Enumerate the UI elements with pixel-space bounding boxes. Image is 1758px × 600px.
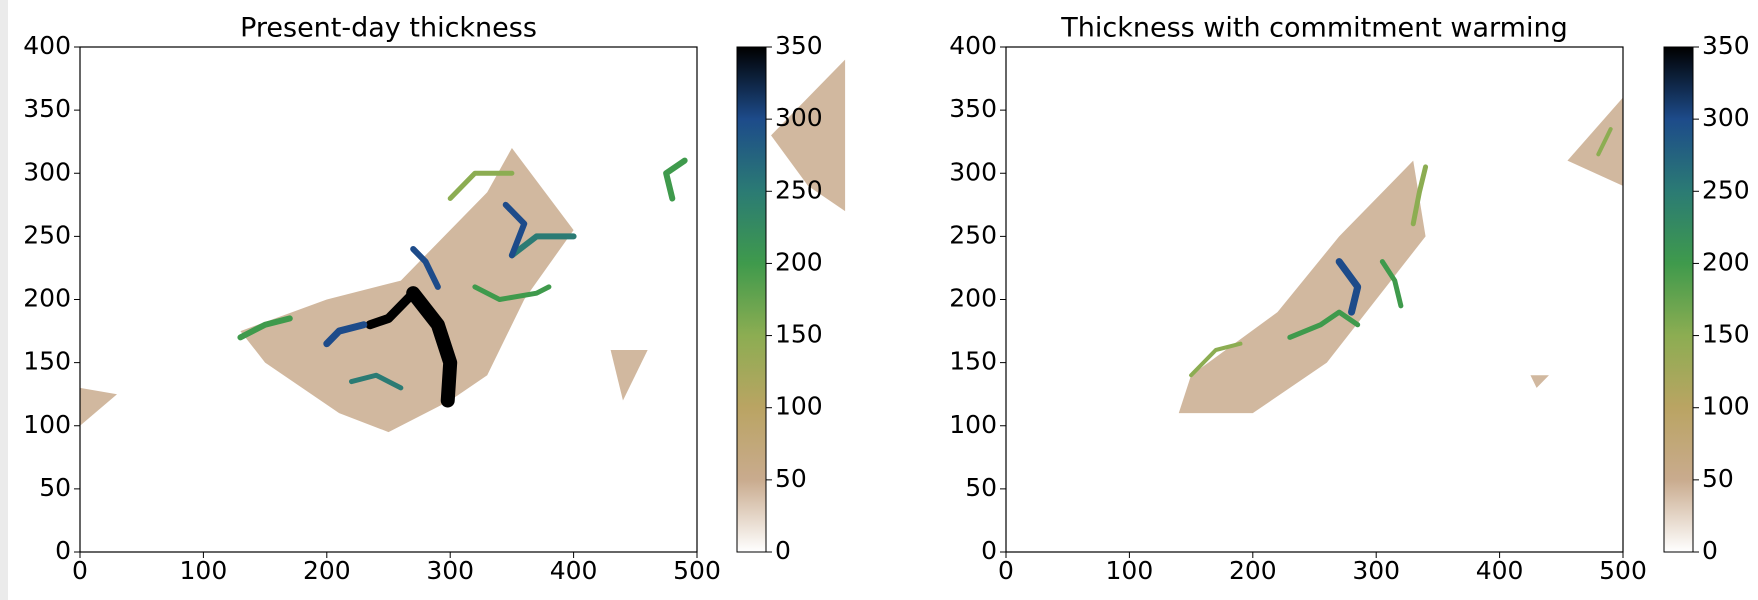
y-tick-label: 400: [949, 31, 997, 60]
x-tick-label: 400: [550, 556, 598, 585]
x-tick-label: 300: [426, 556, 474, 585]
glacier-trunk: [472, 284, 552, 302]
colorbar-tick-label: 200: [1702, 247, 1750, 276]
x-tick-label: 100: [1106, 556, 1154, 585]
x-tick-label: 0: [998, 556, 1014, 585]
x-tick-label: 400: [1476, 556, 1524, 585]
colorbar-tick-label: 150: [1702, 320, 1750, 349]
x-tick-label: 200: [1229, 556, 1277, 585]
y-tick-label: 150: [23, 347, 71, 376]
heatmap-panel: Thickness with commitment warming 0 100 200…: [949, 13, 1749, 586]
y-tick-label: 300: [23, 157, 71, 186]
glacier-trunk: [1379, 259, 1404, 309]
y-tick-label: 350: [949, 94, 997, 123]
ice-extent: [1567, 97, 1623, 186]
glacier-trunk: [502, 201, 528, 259]
colorbar-tick-label: 50: [775, 464, 807, 493]
ice-extent: [80, 387, 118, 426]
colorbar-tick-label: 300: [1702, 103, 1750, 132]
x-tick-label: 0: [72, 556, 88, 585]
y-tick-label: 50: [39, 473, 71, 502]
colorbar-tick-label: 350: [775, 31, 823, 60]
glacier-trunk: [410, 246, 441, 290]
colorbar-tick-label: 150: [775, 320, 823, 349]
chart-title: Present-day thickness: [240, 13, 537, 44]
ice-extent: [1178, 160, 1426, 414]
glacier-trunk: [663, 157, 688, 202]
glacier-trunk: [365, 288, 418, 330]
y-tick-label: 0: [981, 536, 997, 565]
y-tick-label: 400: [23, 31, 71, 60]
y-tick-label: 250: [949, 220, 997, 249]
y-tick-label: 100: [23, 410, 71, 439]
x-tick-label: 100: [180, 556, 228, 585]
glacier-trunk: [447, 170, 515, 201]
colorbar-tick-label: 350: [1702, 31, 1750, 60]
glacier-trunk: [237, 315, 293, 341]
colorbar-tick-label: 0: [775, 536, 791, 565]
colorbar-tick-label: 300: [775, 103, 823, 132]
colorbar-tick-label: 50: [1702, 464, 1734, 493]
colorbar-tick-label: 200: [775, 247, 823, 276]
colorbar-tick-label: 100: [775, 392, 823, 421]
ice-extent: [610, 350, 648, 401]
x-tick-label: 200: [303, 556, 351, 585]
y-tick-label: 50: [965, 473, 997, 502]
glacier-trunk: [1189, 341, 1243, 378]
colorbar-tick-label: 250: [1702, 175, 1750, 204]
y-tick-label: 150: [949, 347, 997, 376]
y-tick-label: 0: [55, 536, 71, 565]
colorbar-tick-label: 100: [1702, 392, 1750, 421]
glacier-trunk: [1410, 164, 1429, 227]
glacier-trunk: [1335, 258, 1362, 316]
y-tick-label: 300: [949, 157, 997, 186]
glacier-trunk: [348, 372, 404, 391]
y-tick-label: 350: [23, 94, 71, 123]
glacier-trunk: [508, 233, 577, 259]
ice-extent: [771, 59, 846, 212]
chart-title: Thickness with commitment warming: [1060, 13, 1567, 44]
colorbar-tick-label: 0: [1702, 536, 1718, 565]
colorbar-tick-label: 250: [775, 175, 823, 204]
x-tick-label: 500: [673, 556, 721, 585]
y-tick-label: 250: [23, 220, 71, 249]
glacier-trunk: [323, 321, 368, 348]
x-tick-label: 500: [1599, 556, 1647, 585]
glacier-trunk: [406, 286, 458, 408]
colorbar: [1663, 46, 1694, 553]
glacier-trunk: [1287, 309, 1361, 340]
y-tick-label: 100: [949, 410, 997, 439]
x-tick-label: 300: [1352, 556, 1400, 585]
glacier-trunk: [1596, 127, 1613, 157]
y-tick-label: 200: [23, 284, 71, 313]
ice-extent: [1530, 375, 1549, 388]
y-tick-label: 200: [949, 284, 997, 313]
colorbar: [736, 46, 767, 553]
